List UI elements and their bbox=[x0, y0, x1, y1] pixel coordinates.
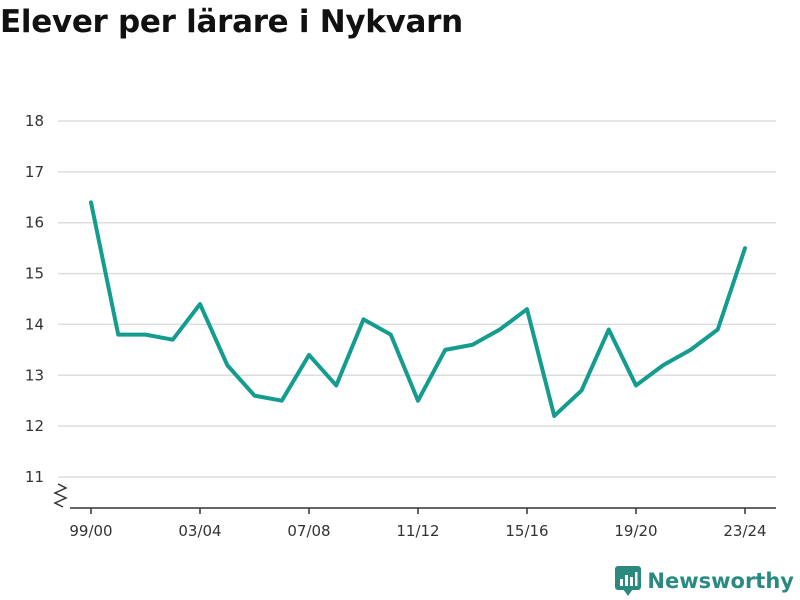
x-tick-label: 19/20 bbox=[614, 522, 657, 540]
series-lines bbox=[89, 200, 747, 418]
y-tick-label: 17 bbox=[25, 163, 44, 181]
x-axis-ticks: 99/00 03/04 07/08 11/12 15/16 19/20 23/24 bbox=[69, 508, 767, 540]
axis-break-icon bbox=[53, 483, 68, 508]
y-tick-label: 15 bbox=[25, 265, 44, 283]
x-tick-label: 99/00 bbox=[69, 522, 112, 540]
newsworthy-brand[interactable]: Newsworthy bbox=[615, 566, 794, 596]
chart-title: Elever per lärare i Nykvarn bbox=[0, 4, 463, 40]
y-tick-label: 11 bbox=[25, 468, 44, 486]
series-line bbox=[89, 200, 747, 418]
y-tick-label: 12 bbox=[25, 417, 44, 435]
y-tick-label: 16 bbox=[25, 214, 44, 232]
x-axis bbox=[53, 483, 776, 509]
y-tick-label: 14 bbox=[25, 315, 44, 333]
x-tick-label: 23/24 bbox=[723, 522, 766, 540]
grid-lines bbox=[58, 120, 776, 478]
y-tick-label: 13 bbox=[25, 366, 44, 384]
newsworthy-logo-icon bbox=[615, 566, 642, 596]
x-tick-label: 11/12 bbox=[396, 522, 439, 540]
y-tick-label: 18 bbox=[25, 112, 44, 130]
x-tick-label: 03/04 bbox=[178, 522, 221, 540]
x-tick-label: 07/08 bbox=[287, 522, 330, 540]
brand-name: Newsworthy bbox=[647, 569, 794, 593]
y-axis-ticks: 11 12 13 14 15 16 17 18 bbox=[25, 112, 44, 486]
x-tick-label: 15/16 bbox=[505, 522, 548, 540]
